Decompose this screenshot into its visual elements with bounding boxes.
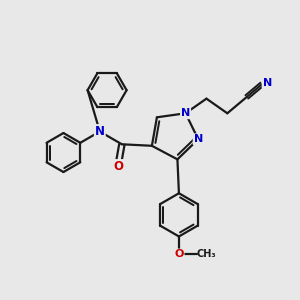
Text: CH₃: CH₃ <box>196 250 216 260</box>
Text: N: N <box>181 108 190 118</box>
Text: N: N <box>194 134 203 144</box>
Text: O: O <box>113 160 124 173</box>
Text: N: N <box>95 125 105 138</box>
Text: N: N <box>262 78 272 88</box>
Text: O: O <box>174 250 184 260</box>
